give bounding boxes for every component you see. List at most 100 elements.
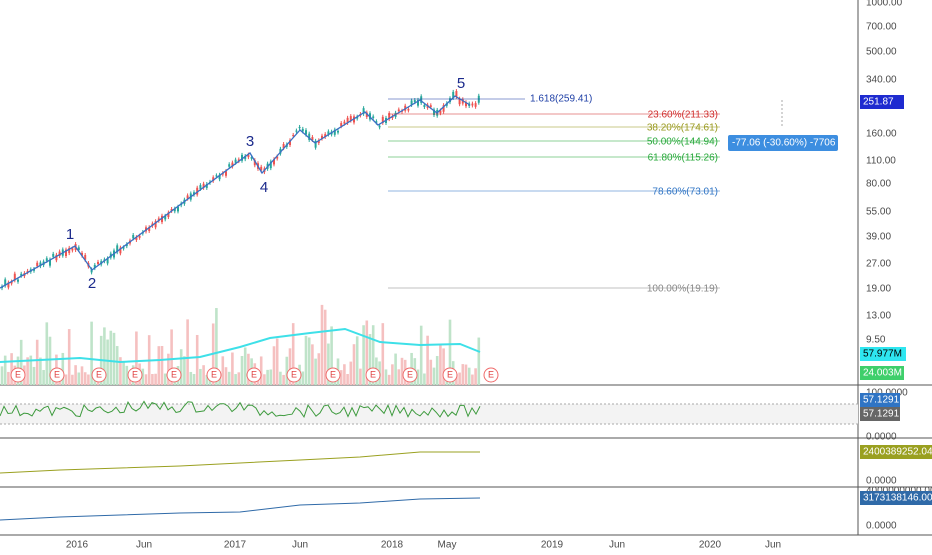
volume-bar xyxy=(231,352,234,385)
time-tick-label: Jun xyxy=(136,540,152,550)
volume-bar xyxy=(71,374,74,385)
volume-bar xyxy=(141,368,145,385)
earnings-marker xyxy=(10,367,26,383)
candle xyxy=(81,252,83,256)
earnings-marker xyxy=(483,367,499,383)
volume-bar xyxy=(61,352,65,385)
price-badge-label: 24.003M xyxy=(863,368,902,379)
volume-bar xyxy=(74,365,77,385)
candle xyxy=(218,174,221,180)
earnings-marker xyxy=(246,367,262,383)
candle xyxy=(77,247,80,251)
price-badge xyxy=(860,366,904,380)
earnings-label: E xyxy=(291,369,297,379)
volume-bar xyxy=(83,372,87,385)
candle xyxy=(234,159,237,163)
earnings-label: E xyxy=(370,369,376,379)
volume-bar xyxy=(205,374,209,385)
candle xyxy=(340,123,343,127)
volume-bar xyxy=(144,374,148,385)
volume-bar xyxy=(122,361,125,385)
candle xyxy=(276,156,279,159)
candle xyxy=(225,171,227,176)
candle xyxy=(295,130,298,132)
candle xyxy=(215,175,218,177)
volume xyxy=(0,304,481,385)
candle xyxy=(26,270,29,273)
volume-bar xyxy=(301,371,305,385)
volume-bar xyxy=(285,356,289,385)
candle xyxy=(45,258,48,261)
volume-bar xyxy=(3,355,7,385)
pane3-line xyxy=(0,451,480,474)
candle xyxy=(52,253,55,257)
candle xyxy=(196,187,199,195)
volume-bar xyxy=(32,366,36,385)
pane-tick-label: 0.0000 xyxy=(866,521,897,532)
candle xyxy=(167,212,170,218)
candle xyxy=(68,247,71,254)
volume-bar xyxy=(195,334,199,385)
volume-bar xyxy=(87,374,90,385)
earnings-label: E xyxy=(96,369,102,379)
fib-label: 100.00%(19.19) xyxy=(647,284,718,295)
earnings-marker xyxy=(91,367,107,383)
volume-bar xyxy=(135,331,138,385)
volume-bar xyxy=(327,343,330,385)
candle xyxy=(212,177,215,181)
candle xyxy=(119,247,122,254)
candle xyxy=(33,268,35,271)
candle xyxy=(148,227,151,231)
candle xyxy=(356,116,359,119)
candle xyxy=(292,134,295,137)
price-tick-label: 1000.00 xyxy=(866,0,903,9)
price-badge xyxy=(860,95,904,109)
candle xyxy=(314,140,317,148)
volume-bar xyxy=(7,371,10,385)
volume-bar xyxy=(371,325,375,385)
candle xyxy=(311,137,314,141)
volume-bar xyxy=(343,364,346,385)
volume-bar xyxy=(160,346,164,385)
candle xyxy=(433,109,435,116)
volume-bar xyxy=(125,365,129,385)
candle xyxy=(17,279,19,282)
time-tick-label: Jun xyxy=(765,540,781,550)
volume-bar xyxy=(42,369,45,385)
candle xyxy=(474,103,477,107)
candle xyxy=(55,254,58,261)
candle xyxy=(321,135,323,139)
volume-bar xyxy=(279,371,282,385)
candle xyxy=(410,100,413,105)
price-badge-label: 251.87 xyxy=(863,97,894,108)
earnings-label: E xyxy=(54,369,60,379)
candle xyxy=(439,110,442,114)
candle xyxy=(90,269,93,273)
earnings-marker xyxy=(49,367,65,383)
volume-bar xyxy=(291,323,295,385)
volume-bar xyxy=(189,371,193,385)
price-tick-label: 80.00 xyxy=(866,179,891,190)
price-badge-label: 57.977M xyxy=(863,349,902,360)
volume-bar xyxy=(224,367,228,385)
volume-bar xyxy=(461,364,465,385)
candle xyxy=(327,131,330,135)
fib-label: 78.60%(73.01) xyxy=(652,187,718,198)
earnings-label: E xyxy=(330,369,336,379)
volume-bar xyxy=(314,358,317,385)
candle xyxy=(173,208,176,212)
volume-bar xyxy=(259,356,263,385)
candle xyxy=(343,121,346,124)
candle xyxy=(308,133,311,140)
candle xyxy=(375,121,378,123)
volume-bar xyxy=(320,304,324,385)
candle xyxy=(241,154,243,161)
volume-bar xyxy=(227,371,231,385)
candle xyxy=(253,160,256,166)
candle xyxy=(429,105,432,108)
candle xyxy=(260,166,263,171)
candle xyxy=(244,156,247,160)
volume-bar xyxy=(381,323,385,385)
price-tick-label: 340.00 xyxy=(866,75,897,86)
